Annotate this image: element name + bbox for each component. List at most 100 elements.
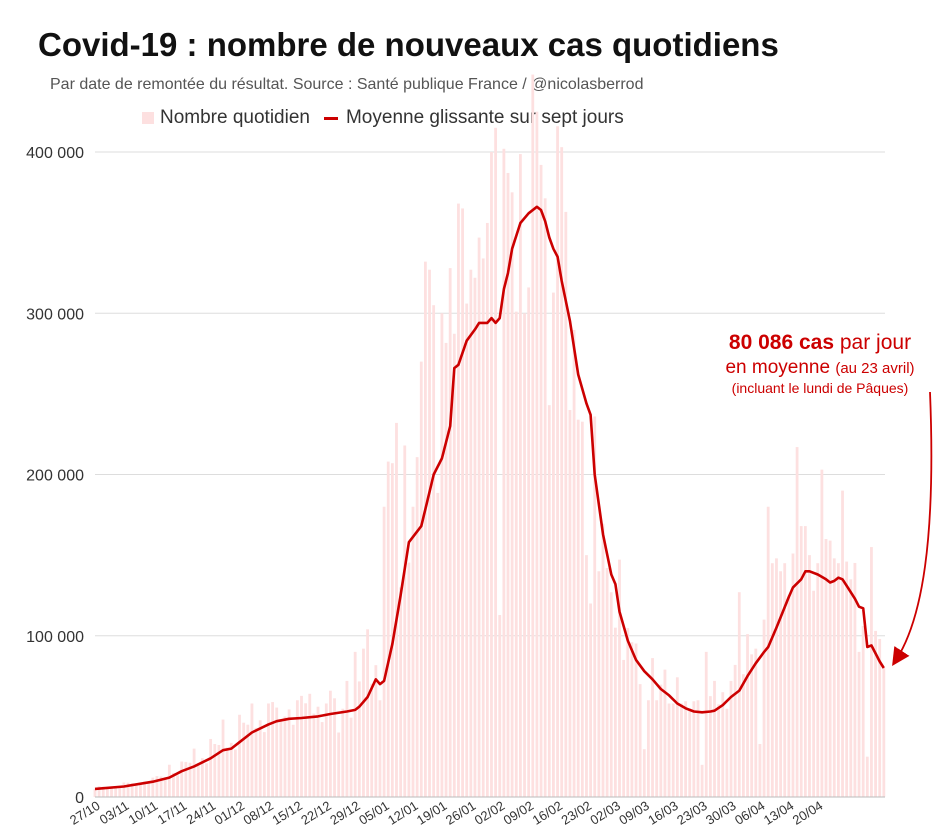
daily-bar xyxy=(250,703,254,797)
daily-bar xyxy=(163,777,167,797)
daily-bar xyxy=(655,700,659,797)
daily-bar xyxy=(221,719,225,797)
daily-bar xyxy=(506,172,510,797)
daily-bar xyxy=(399,587,403,797)
daily-bar xyxy=(176,775,179,797)
x-tick-label: 19/01 xyxy=(414,798,450,828)
daily-bar xyxy=(651,658,654,797)
daily-bar xyxy=(432,305,436,797)
daily-bar xyxy=(659,684,663,797)
daily-bar xyxy=(448,268,452,798)
daily-bar xyxy=(580,421,584,797)
daily-bar xyxy=(510,192,514,797)
daily-bar xyxy=(254,727,258,797)
x-tick-label: 29/12 xyxy=(327,798,363,828)
daily-bar xyxy=(436,492,440,797)
x-tick-label: 12/01 xyxy=(385,798,421,828)
daily-bar xyxy=(609,592,613,797)
daily-bar xyxy=(126,782,130,797)
daily-bar xyxy=(481,258,485,797)
daily-bar xyxy=(213,744,217,797)
daily-bar xyxy=(837,563,840,797)
daily-bar xyxy=(291,724,295,797)
daily-bar xyxy=(762,619,766,797)
daily-bar xyxy=(518,154,522,798)
daily-bar xyxy=(490,152,493,797)
daily-bar xyxy=(696,700,700,797)
daily-bar xyxy=(395,422,398,797)
daily-bar xyxy=(320,722,324,797)
daily-bar xyxy=(539,164,543,797)
annotation: 80 086 cas par jour en moyenne (au 23 av… xyxy=(700,330,940,398)
daily-bar xyxy=(440,313,444,797)
daily-bar xyxy=(341,708,345,797)
x-tick-label: 06/04 xyxy=(732,798,768,828)
x-tick-label: 17/11 xyxy=(155,798,190,827)
daily-bar xyxy=(531,74,535,798)
daily-bar xyxy=(143,781,146,797)
daily-bar xyxy=(374,665,378,797)
daily-bar xyxy=(192,748,196,797)
daily-bar xyxy=(527,287,531,797)
daily-bar xyxy=(295,700,299,797)
x-tick-label: 02/03 xyxy=(587,798,623,828)
x-tick-label: 30/03 xyxy=(703,798,739,828)
daily-bar xyxy=(725,708,729,797)
daily-bar xyxy=(130,783,134,797)
y-tick-label: 100 000 xyxy=(26,629,84,646)
daily-bar xyxy=(118,787,122,797)
daily-bar xyxy=(139,783,142,797)
daily-bar xyxy=(275,707,279,797)
daily-bar xyxy=(700,764,704,797)
daily-bar xyxy=(717,704,721,797)
daily-bar xyxy=(461,208,464,797)
daily-bar xyxy=(523,313,526,797)
daily-bar xyxy=(576,419,580,797)
daily-bar xyxy=(849,579,853,797)
daily-bar xyxy=(196,763,200,797)
daily-bar xyxy=(663,669,667,797)
daily-bar xyxy=(114,786,118,797)
x-tick-label: 08/12 xyxy=(240,798,276,828)
x-tick-label: 22/12 xyxy=(298,798,334,828)
daily-bar xyxy=(865,756,869,797)
daily-bar xyxy=(638,684,642,797)
daily-bar xyxy=(258,720,262,797)
daily-bar xyxy=(172,772,175,797)
daily-bar xyxy=(613,627,617,797)
daily-bar xyxy=(572,329,576,797)
daily-bar xyxy=(667,703,671,797)
x-tick-label: 09/02 xyxy=(501,798,537,828)
daily-bar xyxy=(134,783,138,797)
daily-bar xyxy=(787,595,791,797)
daily-bar xyxy=(593,416,597,797)
daily-bar xyxy=(246,724,250,797)
daily-bar xyxy=(791,553,795,797)
annotation-per-day: par jour xyxy=(839,331,912,354)
daily-bar xyxy=(799,526,803,797)
daily-bar xyxy=(97,786,101,797)
daily-bar xyxy=(110,787,113,797)
daily-bar xyxy=(155,776,159,797)
annotation-line-2: en moyenne (au 23 avril) xyxy=(700,356,940,380)
daily-bar xyxy=(357,681,361,797)
daily-bar xyxy=(742,674,745,797)
annotation-arrow xyxy=(892,391,933,667)
daily-bar xyxy=(783,563,787,797)
daily-bar xyxy=(552,292,555,797)
daily-bar xyxy=(271,702,274,797)
daily-bar xyxy=(101,786,105,797)
daily-bar xyxy=(713,680,716,797)
daily-bar xyxy=(543,198,547,797)
daily-bar xyxy=(560,147,564,798)
daily-bar xyxy=(411,506,415,797)
daily-bar xyxy=(279,719,283,797)
daily-bar xyxy=(498,615,502,797)
daily-bar xyxy=(618,559,621,797)
daily-bar xyxy=(750,654,754,797)
daily-bar xyxy=(93,788,97,797)
daily-bar xyxy=(502,148,506,797)
daily-bar xyxy=(828,540,832,797)
daily-bar xyxy=(597,571,601,797)
daily-bar xyxy=(870,547,873,797)
